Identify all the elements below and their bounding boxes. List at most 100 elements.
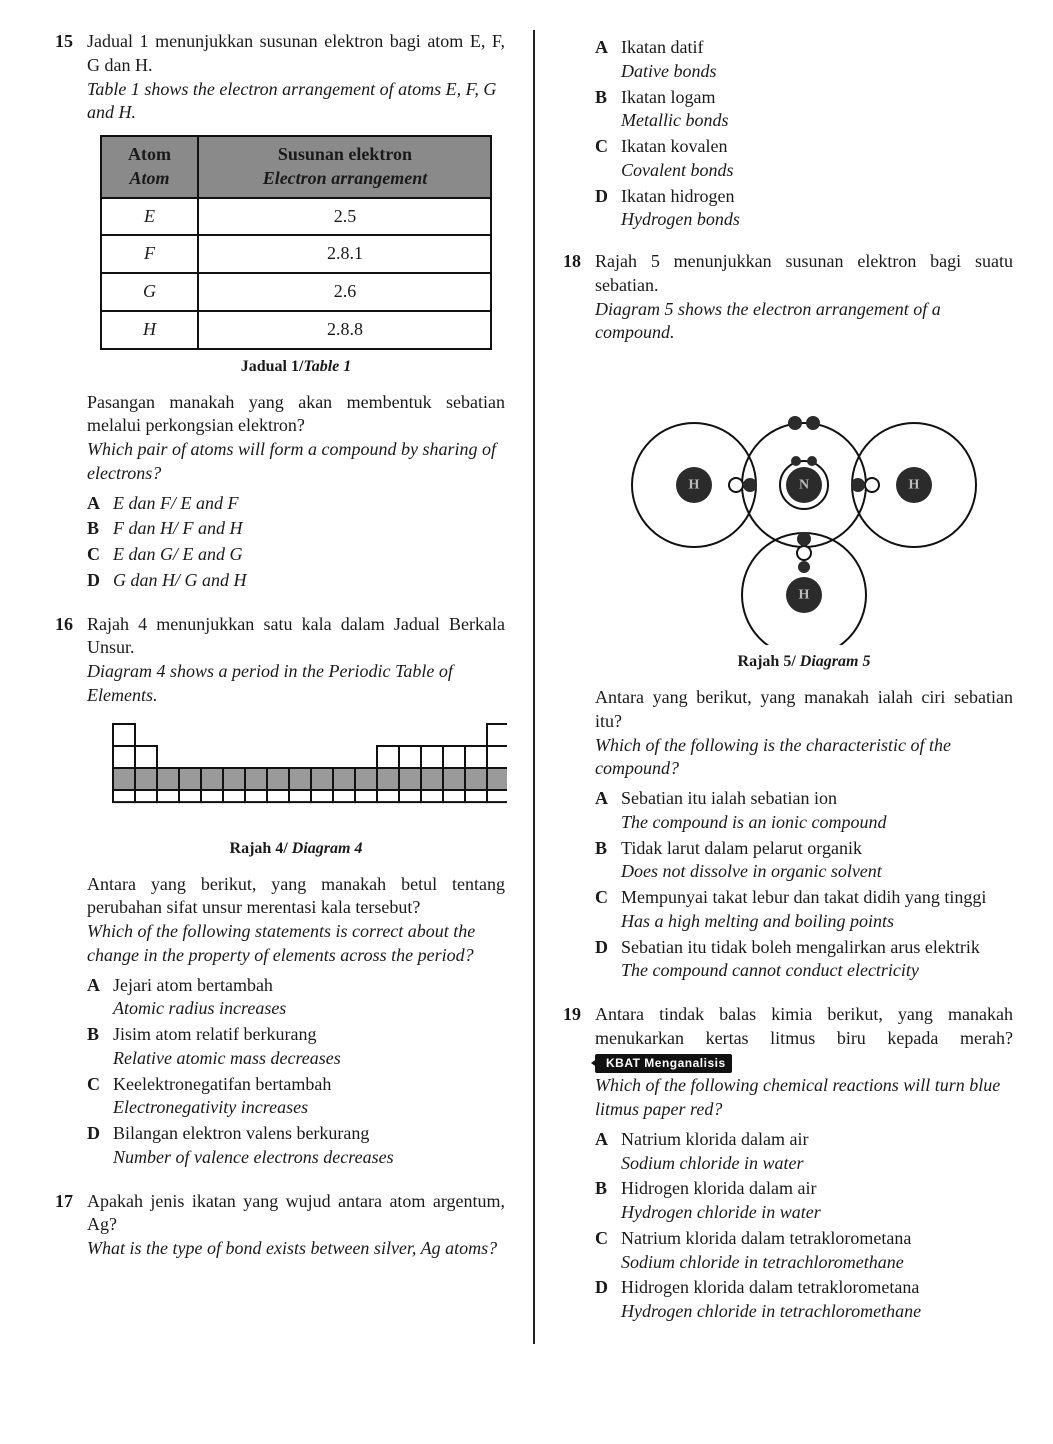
- option: BHidrogen klorida dalam airHydrogen chlo…: [595, 1177, 1013, 1225]
- cell-atom: E: [101, 198, 199, 236]
- option-text: Sebatian itu tidak boleh mengalirkan aru…: [621, 936, 1013, 984]
- q16-intro: Rajah 4 menunjukkan satu kala dalam Jadu…: [87, 613, 505, 661]
- option-text: Ikatan hidrogenHydrogen bonds: [621, 185, 1013, 233]
- option-text: Ikatan kovalenCovalent bonds: [621, 135, 1013, 183]
- option: ANatrium klorida dalam air Sodium chlorid…: [595, 1128, 1013, 1176]
- q17-intro: Apakah jenis ikatan yang wujud antara at…: [87, 1190, 505, 1238]
- cell-arr: 2.8.1: [198, 235, 491, 273]
- option: DBilangan elektron valens berkurangNumbe…: [87, 1122, 505, 1170]
- cell-atom: G: [101, 273, 199, 311]
- option-letter: C: [595, 135, 621, 183]
- diagram5-svg: HHHN: [624, 355, 984, 645]
- opt-en: Hydrogen chloride in tetrachloromethane: [621, 1300, 1013, 1324]
- th-atom: Atom Atom: [101, 136, 199, 198]
- opt-en: The compound is an ionic compound: [621, 811, 1013, 835]
- periodic-diagram: [111, 722, 481, 832]
- q16-ask-en: Which of the following statements is cor…: [87, 920, 505, 968]
- table-row: F 2.8.1: [101, 235, 492, 273]
- option-text: Natrium klorida dalam air Sodium chloride…: [621, 1128, 1013, 1176]
- opt-en: E and G: [178, 544, 243, 564]
- q16-options: AJejari atom bertambahAtomic radius incr…: [87, 974, 505, 1170]
- opt-ms: Tidak larut dalam pelarut organik: [621, 838, 862, 858]
- option-letter: A: [87, 974, 113, 1022]
- option-letter: C: [87, 1073, 113, 1121]
- option: DIkatan hidrogenHydrogen bonds: [595, 185, 1013, 233]
- option: AE dan F/ E and F: [87, 492, 505, 516]
- caption-ms: Rajah 4/: [230, 840, 288, 857]
- question-body: Rajah 5 menunjukkan susunan elektron bag…: [595, 250, 1013, 985]
- left-column: 15 Jadual 1 menunjukkan susunan elektron…: [55, 30, 505, 1344]
- cell-atom: F: [101, 235, 199, 273]
- question-16: 16 Rajah 4 menunjukkan satu kala dalam J…: [55, 613, 505, 1172]
- q15-ask: Pasangan manakah yang akan membentuk seb…: [87, 391, 505, 439]
- question-number: 15: [55, 30, 87, 595]
- q19-intro-en: Which of the following chemical reaction…: [595, 1074, 1013, 1122]
- question-number: 19: [563, 1003, 595, 1326]
- cell-arr: 2.8.8: [198, 311, 491, 349]
- cell-arr: 2.5: [198, 198, 491, 236]
- opt-ms: Sebatian itu ialah sebatian ion: [621, 788, 837, 808]
- opt-en: Covalent bonds: [621, 159, 1013, 183]
- caption-en: Diagram 4: [288, 840, 363, 857]
- question-number: 17: [55, 1190, 87, 1261]
- option-text: Natrium klorida dalam tetraklorometanaSo…: [621, 1227, 1013, 1275]
- option-text: F dan H/ F and H: [113, 517, 505, 541]
- question-number: 18: [563, 250, 595, 985]
- opt-ms: Natrium klorida dalam tetraklorometana: [621, 1228, 911, 1248]
- q18-intro-en: Diagram 5 shows the electron arrangement…: [595, 298, 1013, 346]
- th-atom-en: Atom: [110, 167, 190, 191]
- opt-ms: F dan H/: [113, 518, 178, 538]
- opt-en: Sodium chloride in water: [621, 1152, 1013, 1176]
- kbat-badge: KBAT Menganalisis: [595, 1054, 732, 1074]
- question-15: 15 Jadual 1 menunjukkan susunan elektron…: [55, 30, 505, 595]
- opt-ms: G dan H/: [113, 570, 180, 590]
- question-18: 18 Rajah 5 menunjukkan susunan elektron …: [563, 250, 1013, 985]
- option: CMempunyai takat lebur dan takat didih y…: [595, 886, 1013, 934]
- option-text: Keelektronegatifan bertambahElectronegat…: [113, 1073, 505, 1121]
- option: BF dan H/ F and H: [87, 517, 505, 541]
- option-letter: B: [87, 1023, 113, 1071]
- option-letter: A: [87, 492, 113, 516]
- option-letter: B: [595, 1177, 621, 1225]
- table-row: E 2.5: [101, 198, 492, 236]
- caption-ms: Jadual 1/: [241, 358, 304, 375]
- q18-ask: Antara yang berikut, yang manakah ialah …: [595, 686, 1013, 734]
- opt-en: F and H: [178, 518, 243, 538]
- option-text: E dan G/ E and G: [113, 543, 505, 567]
- question-body: Jadual 1 menunjukkan susunan elektron ba…: [87, 30, 505, 595]
- opt-ms: Mempunyai takat lebur dan takat didih ya…: [621, 887, 986, 907]
- q15-options: AE dan F/ E and F BF dan H/ F and H CE d…: [87, 492, 505, 593]
- opt-ms: Ikatan hidrogen: [621, 186, 734, 206]
- table-row: H 2.8.8: [101, 311, 492, 349]
- table-caption: Jadual 1/Table 1: [87, 356, 505, 377]
- opt-ms: E dan G/: [113, 544, 178, 564]
- q18-intro: Rajah 5 menunjukkan susunan elektron bag…: [595, 250, 1013, 298]
- cell-arr: 2.6: [198, 273, 491, 311]
- q16-ask: Antara yang berikut, yang manakah betul …: [87, 873, 505, 921]
- q18-options: ASebatian itu ialah sebatian ionThe comp…: [595, 787, 1013, 983]
- diagram5-caption: Rajah 5/ Diagram 5: [595, 651, 1013, 672]
- option-letter: B: [595, 86, 621, 134]
- opt-ms: Natrium klorida dalam air: [621, 1129, 808, 1149]
- q15-intro-en: Table 1 shows the electron arrangement o…: [87, 78, 505, 126]
- option-text: Sebatian itu ialah sebatian ion The compo…: [621, 787, 1013, 835]
- opt-en: G and H: [180, 570, 247, 590]
- option: BIkatan logamMetallic bonds: [595, 86, 1013, 134]
- option: AIkatan datifDative bonds: [595, 36, 1013, 84]
- option-letter: B: [595, 837, 621, 885]
- electron-table: Atom Atom Susunan elektron Electron arra…: [100, 135, 493, 350]
- option: CIkatan kovalenCovalent bonds: [595, 135, 1013, 183]
- opt-en: Hydrogen bonds: [621, 208, 1013, 232]
- option-letter: C: [87, 543, 113, 567]
- q17-options: AIkatan datifDative bonds BIkatan logamM…: [595, 36, 1013, 232]
- opt-en: The compound cannot conduct electricity: [621, 959, 1013, 983]
- option-text: Bilangan elektron valens berkurangNumber…: [113, 1122, 505, 1170]
- option-letter: A: [595, 1128, 621, 1176]
- option: CKeelektronegatifan bertambahElectronega…: [87, 1073, 505, 1121]
- option-text: Ikatan logamMetallic bonds: [621, 86, 1013, 134]
- caption-ms: Rajah 5/: [738, 653, 796, 670]
- caption-en: Table 1: [303, 358, 351, 375]
- caption-en: Diagram 5: [796, 653, 871, 670]
- option-letter: D: [595, 936, 621, 984]
- question-body: Apakah jenis ikatan yang wujud antara at…: [87, 1190, 505, 1261]
